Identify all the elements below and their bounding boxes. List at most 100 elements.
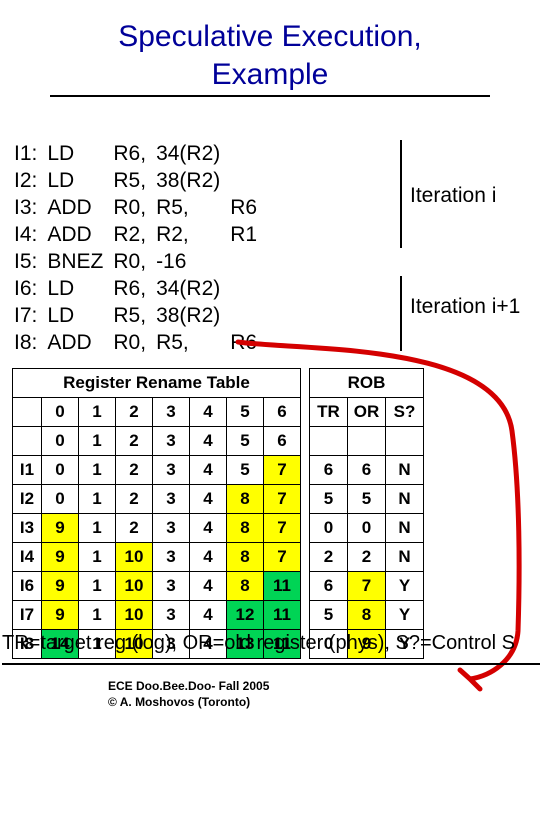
instruction-cell: -16	[156, 250, 228, 275]
legend-text: TR=target reg (log), OR=old register (ph…	[2, 632, 540, 665]
rename-cell: 8	[227, 485, 264, 514]
bracket-line-top	[400, 140, 402, 248]
rename-cell: 10	[116, 572, 153, 601]
iteration-i-plus-1-label: Iteration i+1	[410, 295, 520, 319]
instruction-cell: ADD	[47, 331, 111, 356]
instruction-cell: I4:	[14, 223, 45, 248]
instruction-cell: I7:	[14, 304, 45, 329]
rob-cell: 6	[310, 456, 348, 485]
rename-header-cell: 3	[153, 398, 190, 427]
rob-cell: N	[386, 514, 424, 543]
rename-cell: 7	[264, 456, 301, 485]
instruction-cell: R0,	[113, 250, 154, 275]
instruction-cell: R2,	[113, 223, 154, 248]
rename-cell: 4	[190, 485, 227, 514]
rename-cell: 9	[42, 601, 79, 630]
rename-cell: 1	[79, 543, 116, 572]
instruction-cell	[230, 142, 265, 167]
rename-cell: 3	[153, 572, 190, 601]
rob-cell: Y	[386, 601, 424, 630]
instruction-cell: LD	[47, 304, 111, 329]
rob-cell	[348, 427, 386, 456]
instruction-cell: R1	[230, 223, 265, 248]
rename-cell: 1	[79, 456, 116, 485]
rename-cell: 4	[190, 543, 227, 572]
instruction-cell: R6,	[113, 142, 154, 167]
rename-cell: 6	[264, 427, 301, 456]
register-rename-table: Register Rename Table01234560123456I1012…	[12, 368, 301, 659]
footer: ECE Doo.Bee.Doo- Fall 2005 © A. Moshovos…	[108, 678, 269, 710]
instruction-cell	[230, 304, 265, 329]
instruction-cell: R0,	[113, 331, 154, 356]
rename-cell: 4	[190, 514, 227, 543]
bracket-line-bottom	[400, 276, 402, 351]
rob-cell: N	[386, 456, 424, 485]
rename-cell: 3	[153, 456, 190, 485]
instruction-cell: ADD	[47, 223, 111, 248]
rename-cell: 1	[79, 485, 116, 514]
instruction-cell: LD	[47, 277, 111, 302]
rename-cell: 5	[227, 427, 264, 456]
instruction-cell: R5,	[156, 331, 228, 356]
rename-cell: 12	[227, 601, 264, 630]
rename-cell: 5	[227, 456, 264, 485]
rob-cell: N	[386, 543, 424, 572]
rob-cell: N	[386, 485, 424, 514]
rob-cell: 2	[348, 543, 386, 572]
rename-cell: 4	[190, 427, 227, 456]
rob-cell: 2	[310, 543, 348, 572]
rename-cell: 3	[153, 427, 190, 456]
instruction-cell: LD	[47, 169, 111, 194]
rename-row-label	[13, 427, 42, 456]
rename-cell: 4	[190, 601, 227, 630]
instruction-cell: R5,	[113, 169, 154, 194]
instruction-cell: R0,	[113, 196, 154, 221]
instruction-cell: R5,	[156, 196, 228, 221]
rename-cell: 9	[42, 543, 79, 572]
rename-cell: 10	[116, 543, 153, 572]
rename-header-cell: 4	[190, 398, 227, 427]
rob-table-title: ROB	[310, 369, 424, 398]
rename-cell: 3	[153, 485, 190, 514]
rename-cell: 3	[153, 514, 190, 543]
rename-cell: 0	[42, 485, 79, 514]
rename-row-label: I2	[13, 485, 42, 514]
instruction-cell: R6	[230, 331, 265, 356]
rename-cell: 11	[264, 572, 301, 601]
footer-copyright: © A. Moshovos (Toronto)	[108, 695, 250, 709]
rename-cell: 9	[42, 514, 79, 543]
instruction-cell	[230, 169, 265, 194]
rob-header-cell: OR	[348, 398, 386, 427]
rename-cell: 8	[227, 572, 264, 601]
rename-header-cell: 1	[79, 398, 116, 427]
rename-cell: 7	[264, 514, 301, 543]
footer-course: ECE Doo.Bee.Doo- Fall 2005	[108, 679, 269, 693]
instruction-cell: 38(R2)	[156, 169, 228, 194]
rename-cell: 10	[116, 601, 153, 630]
rename-cell: 2	[116, 456, 153, 485]
rename-cell: 0	[42, 456, 79, 485]
rename-table-title: Register Rename Table	[13, 369, 301, 398]
rob-cell: Y	[386, 572, 424, 601]
instruction-cell: I5:	[14, 250, 45, 275]
rename-cell: 4	[190, 456, 227, 485]
rename-row-label: I4	[13, 543, 42, 572]
instruction-cell: R5,	[113, 304, 154, 329]
instruction-cell: ADD	[47, 196, 111, 221]
rob-cell	[310, 427, 348, 456]
rob-cell: 8	[348, 601, 386, 630]
rob-cell: 7	[348, 572, 386, 601]
rename-header-cell: 6	[264, 398, 301, 427]
rename-cell: 2	[116, 514, 153, 543]
rename-cell: 1	[79, 601, 116, 630]
instruction-cell: R6	[230, 196, 265, 221]
rename-row-label: I3	[13, 514, 42, 543]
title-line-2: Example	[212, 58, 329, 91]
rename-cell: 4	[190, 572, 227, 601]
rename-cell: 1	[79, 514, 116, 543]
instruction-cell	[230, 250, 265, 275]
rename-row-label: I6	[13, 572, 42, 601]
rename-row-label: I1	[13, 456, 42, 485]
instruction-cell: I8:	[14, 331, 45, 356]
instruction-list: I1:LDR6,34(R2)I2:LDR5,38(R2)I3:ADDR0,R5,…	[12, 140, 267, 358]
